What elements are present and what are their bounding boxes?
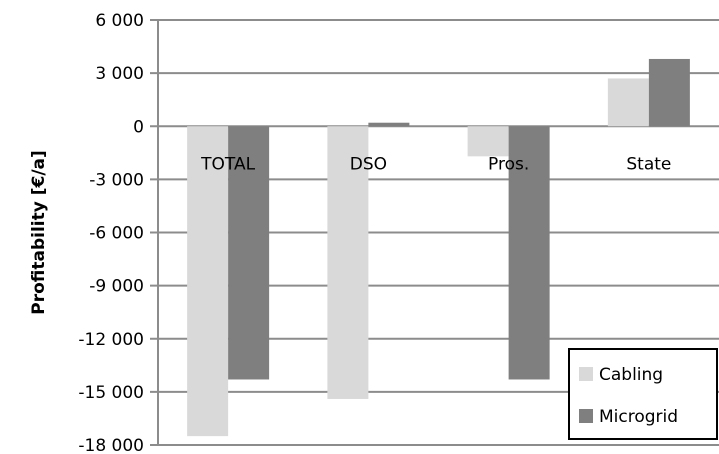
bar-microgrid-dso — [368, 122, 410, 127]
category-labels: TOTAL DSO Pros. State — [200, 154, 671, 174]
legend-swatch-microgrid — [579, 409, 593, 423]
category-label: DSO — [350, 154, 387, 174]
legend-label-cabling: Cabling — [599, 365, 663, 385]
bar-cabling-dso — [327, 126, 369, 399]
y-axis-title: Profitability [€/a] — [29, 150, 49, 315]
bar-cabling-state — [607, 78, 649, 127]
category-label: State — [626, 154, 671, 174]
y-tick-label: -18 000 — [78, 436, 144, 454]
y-tick-label: -9 000 — [89, 277, 144, 297]
legend-box — [568, 348, 718, 440]
y-tick-label: -15 000 — [78, 383, 144, 403]
bars — [187, 58, 690, 437]
legend-label-microgrid: Microgrid — [599, 407, 678, 427]
bar-microgrid-total — [228, 126, 270, 380]
y-tick-label: 0 — [133, 117, 144, 137]
bar-microgrid-pros — [508, 126, 550, 380]
category-label: TOTAL — [200, 154, 255, 174]
y-axis-ticks: 6 000 3 000 0 -3 000 -6 000 -9 000 -12 000 -15 … — [78, 11, 144, 454]
y-tick-label: -6 000 — [89, 224, 144, 244]
y-tick-label: 6 000 — [95, 11, 144, 31]
legend-swatch-cabling — [579, 367, 593, 381]
bar-cabling-total — [187, 126, 229, 437]
bar-cabling-pros — [467, 126, 509, 157]
category-label: Pros. — [488, 154, 529, 174]
legend: Cabling Microgrid — [568, 348, 718, 440]
y-tick-label: 3 000 — [95, 64, 144, 84]
legend-items: Cabling Microgrid — [579, 365, 678, 427]
bar-microgrid-state — [648, 58, 690, 127]
y-tick-label: -12 000 — [78, 330, 144, 350]
y-tick-label: -3 000 — [89, 170, 144, 190]
